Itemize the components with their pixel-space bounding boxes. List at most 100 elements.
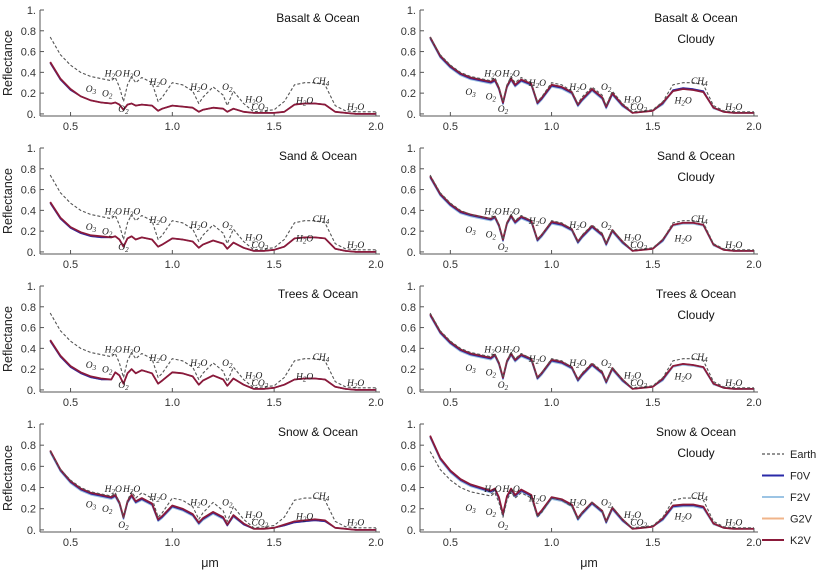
molecule-label: H2O — [623, 371, 641, 382]
series-line-k2v — [49, 61, 376, 115]
molecule-label: CH4 — [691, 353, 708, 364]
molecule-label: H2O — [244, 371, 262, 382]
y-tick-label: 1. — [27, 281, 36, 293]
molecule-label: O2 — [601, 83, 612, 94]
x-tick-label: 2.0 — [368, 397, 383, 409]
series-line-g2v — [429, 314, 754, 390]
series-line-earth — [49, 312, 376, 389]
y-tick-label: 0.6 — [401, 323, 416, 335]
molecule-label: H2O — [528, 79, 546, 90]
molecule-label: O2 — [102, 89, 113, 100]
y-tick-label: 1. — [407, 419, 416, 431]
molecule-label: H2O — [148, 354, 166, 365]
molecule-label: H2O — [295, 235, 313, 246]
molecule-label: O3 — [465, 226, 476, 237]
molecule-label: CO2 — [252, 379, 269, 390]
x-tick-label: 2.0 — [746, 121, 761, 133]
molecule-label: H2O — [501, 346, 519, 357]
panel-title: Sand & Ocean — [279, 149, 357, 163]
legend-label-f2v: F2V — [790, 492, 811, 504]
molecule-label: H2O — [483, 485, 501, 496]
molecule-label: H2O — [122, 70, 140, 81]
molecule-label: O2 — [222, 499, 233, 510]
series-line-k2v — [49, 450, 376, 531]
series-line-f2v — [429, 315, 754, 390]
molecule-label: H2O — [673, 373, 691, 384]
y-tick-label: 0. — [27, 109, 36, 121]
molecule-label: O2 — [222, 83, 233, 94]
molecule-label: O2 — [118, 381, 129, 392]
y-tick-label: 1. — [27, 5, 36, 17]
molecule-label: O2 — [486, 368, 497, 379]
y-tick-label: 0. — [407, 385, 416, 397]
panel-title: Snow & Ocean — [278, 425, 358, 439]
panel-subtitle: Cloudy — [677, 170, 714, 184]
panel-title: Trees & Ocean — [656, 287, 736, 301]
series-line-f2v — [429, 177, 754, 252]
molecule-label: H2O — [483, 208, 501, 219]
molecule-label: O2 — [102, 365, 113, 376]
molecule-label: H2O — [568, 359, 586, 370]
panel-2: 0. 0.2 0.4 0.6 0.8 1. 0.5 1.0 1.5 2.0 Basalt & Oce… — [401, 5, 762, 133]
y-tick-label: 0.8 — [21, 302, 36, 314]
molecule-label: CO2 — [630, 241, 647, 252]
y-tick-label: 0.2 — [21, 504, 36, 516]
molecule-label: H2O — [568, 221, 586, 232]
y-tick-label: 0.2 — [401, 364, 416, 376]
molecule-label: O2 — [498, 521, 509, 532]
molecule-label: H2O — [189, 359, 207, 370]
y-tick-label: 0.8 — [401, 440, 416, 452]
y-tick-label: 0.4 — [21, 205, 36, 217]
molecule-label: CO2 — [630, 379, 647, 390]
series-line-g2v — [49, 451, 376, 531]
legend-label-f0v: F0V — [790, 471, 811, 483]
series-line-k2v — [429, 175, 754, 252]
legend: Earth F0V F2V G2V K2V — [762, 449, 816, 547]
y-tick-label: 0. — [27, 385, 36, 397]
panel-subtitle: Cloudy — [677, 446, 714, 460]
series-line-earth — [429, 312, 754, 389]
y-tick-label: 0.8 — [21, 164, 36, 176]
x-tick-label: 1.5 — [266, 397, 281, 409]
molecule-label: H2O — [623, 511, 641, 522]
y-tick-label: 0.6 — [401, 461, 416, 473]
x-tick-label: 1.5 — [266, 121, 281, 133]
y-tick-label: 0.4 — [401, 205, 416, 217]
x-tick-label: 2.0 — [746, 397, 761, 409]
series-line-earth — [49, 174, 376, 251]
x-tick-label: 1.5 — [266, 537, 281, 549]
y-tick-label: 1. — [27, 419, 36, 431]
y-tick-label: 1. — [27, 143, 36, 155]
legend-label-g2v: G2V — [790, 514, 813, 526]
molecule-label: CH4 — [313, 77, 330, 88]
y-tick-label: 0. — [27, 525, 36, 537]
molecule-label: H2O — [295, 97, 313, 108]
molecule-label: H2O — [724, 519, 742, 530]
series-line-earth — [49, 36, 376, 113]
x-tick-label: 0.5 — [63, 397, 78, 409]
molecule-label: H2O — [483, 70, 501, 81]
molecule-label: H2O — [104, 208, 122, 219]
y-tick-label: 0.4 — [21, 483, 36, 495]
y-tick-label: 0.8 — [401, 302, 416, 314]
y-tick-label: 0. — [407, 525, 416, 537]
x-tick-label: 1.0 — [165, 121, 180, 133]
molecule-label: H2O — [673, 235, 691, 246]
molecule-label: H2O — [673, 512, 691, 523]
panel-title: Basalt & Ocean — [276, 11, 359, 25]
molecule-label: CO2 — [252, 519, 269, 530]
molecule-label: O2 — [498, 243, 509, 254]
x-tick-label: 0.5 — [443, 259, 458, 271]
molecule-label: O2 — [118, 243, 129, 254]
y-tick-label: 0.6 — [401, 185, 416, 197]
panel-subtitle: Cloudy — [677, 308, 714, 322]
molecule-label: CH4 — [313, 215, 330, 226]
molecule-label: O2 — [601, 359, 612, 370]
molecule-label: H2O — [295, 512, 313, 523]
x-tick-label: 0.5 — [63, 259, 78, 271]
y-tick-label: 0.6 — [21, 185, 36, 197]
series-line-f2v — [49, 340, 376, 391]
molecule-label: H2O — [148, 493, 166, 504]
panel-7: 0. 0.2 0.4 0.6 0.8 1. 0.5 1.0 1.5 2.0 Reflectance S… — [1, 419, 384, 549]
molecule-label: H2O — [189, 499, 207, 510]
